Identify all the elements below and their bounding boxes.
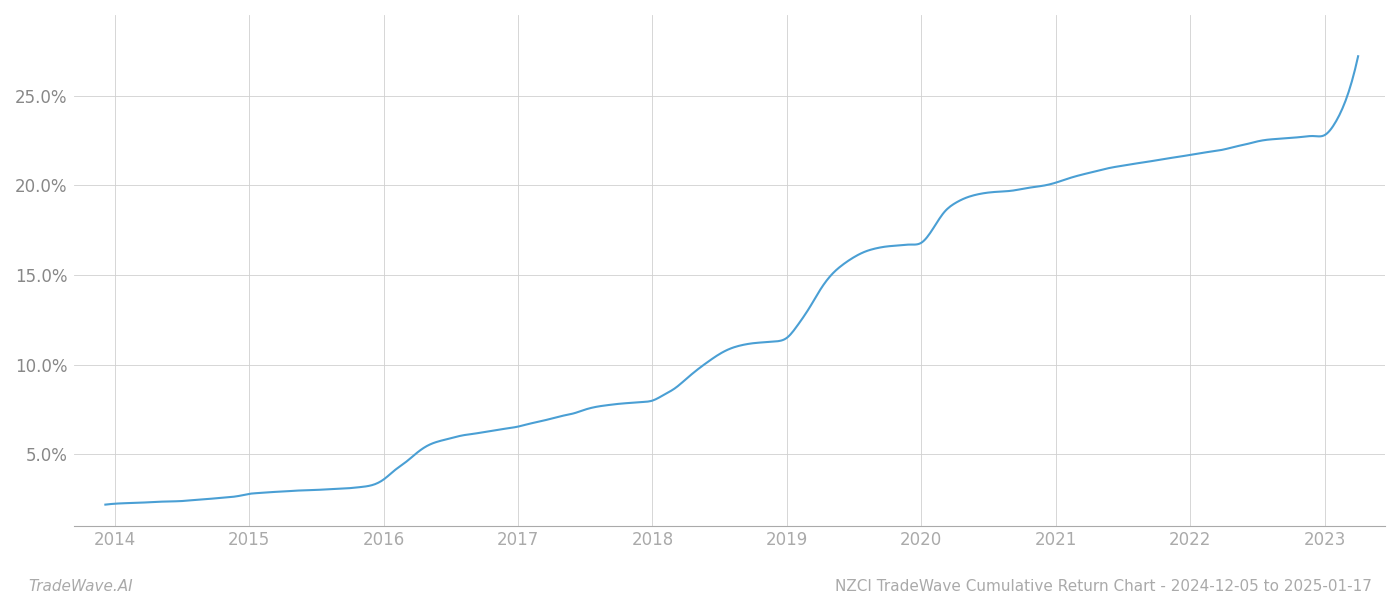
Text: NZCI TradeWave Cumulative Return Chart - 2024-12-05 to 2025-01-17: NZCI TradeWave Cumulative Return Chart -… <box>836 579 1372 594</box>
Text: TradeWave.AI: TradeWave.AI <box>28 579 133 594</box>
